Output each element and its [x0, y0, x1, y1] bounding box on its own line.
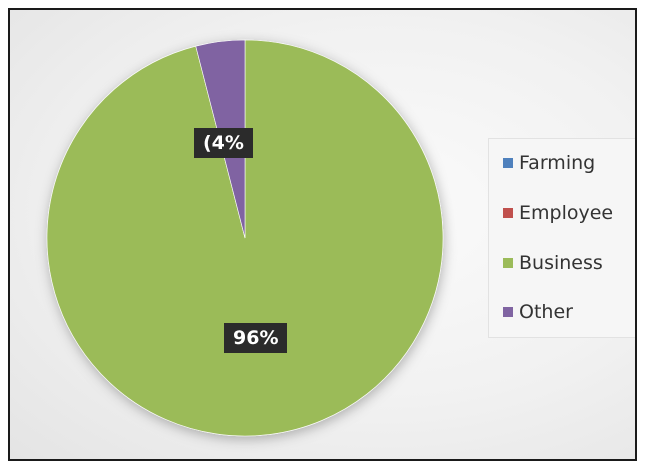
data-label-other: (4% [194, 128, 253, 158]
legend-swatch-employee [503, 208, 513, 218]
legend: Farming Employee Business Other [488, 138, 635, 338]
data-label-business: 96% [224, 323, 288, 353]
legend-swatch-other [503, 307, 513, 317]
legend-label-farming: Farming [519, 152, 596, 174]
legend-label-other: Other [519, 301, 573, 323]
legend-swatch-farming [503, 158, 513, 168]
legend-item-business: Business [503, 252, 603, 274]
legend-label-business: Business [519, 252, 603, 274]
legend-label-employee: Employee [519, 202, 614, 224]
legend-item-employee: Employee [503, 202, 613, 224]
legend-item-farming: Farming [503, 152, 595, 174]
pie-chart [46, 39, 444, 437]
legend-swatch-business [503, 258, 513, 268]
legend-item-other: Other [503, 301, 573, 323]
chart-frame: (4% 96% Farming Employee Business Other [8, 8, 637, 461]
